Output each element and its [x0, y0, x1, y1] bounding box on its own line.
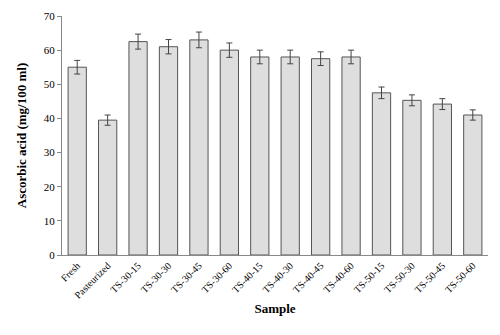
svg-text:70: 70	[44, 10, 56, 22]
svg-text:TS-30-60: TS-30-60	[199, 260, 234, 295]
svg-text:TS-30-45: TS-30-45	[169, 260, 204, 295]
svg-text:TS-40-45: TS-40-45	[291, 260, 326, 295]
svg-text:TS-50-60: TS-50-60	[443, 260, 478, 295]
svg-text:TS-40-60: TS-40-60	[321, 260, 356, 295]
svg-text:TS-30-30: TS-30-30	[139, 260, 174, 295]
svg-text:50: 50	[44, 78, 56, 90]
svg-text:60: 60	[44, 44, 56, 56]
svg-text:Ascorbic acid (mg/100 ml): Ascorbic acid (mg/100 ml)	[14, 63, 29, 209]
svg-text:20: 20	[44, 181, 56, 193]
svg-text:Sample: Sample	[254, 301, 295, 316]
svg-text:10: 10	[44, 215, 56, 227]
svg-text:0: 0	[49, 249, 55, 261]
svg-text:TS-40-30: TS-40-30	[260, 260, 295, 295]
svg-text:TS-30-15: TS-30-15	[108, 260, 143, 295]
svg-text:40: 40	[44, 112, 56, 124]
svg-text:Fresh: Fresh	[59, 260, 83, 284]
svg-text:TS-50-15: TS-50-15	[352, 260, 387, 295]
svg-text:TS-50-30: TS-50-30	[382, 260, 417, 295]
svg-text:Pasteurized: Pasteurized	[72, 260, 112, 300]
svg-text:TS-40-15: TS-40-15	[230, 260, 265, 295]
svg-text:30: 30	[44, 146, 56, 158]
svg-text:TS-50-45: TS-50-45	[412, 260, 447, 295]
